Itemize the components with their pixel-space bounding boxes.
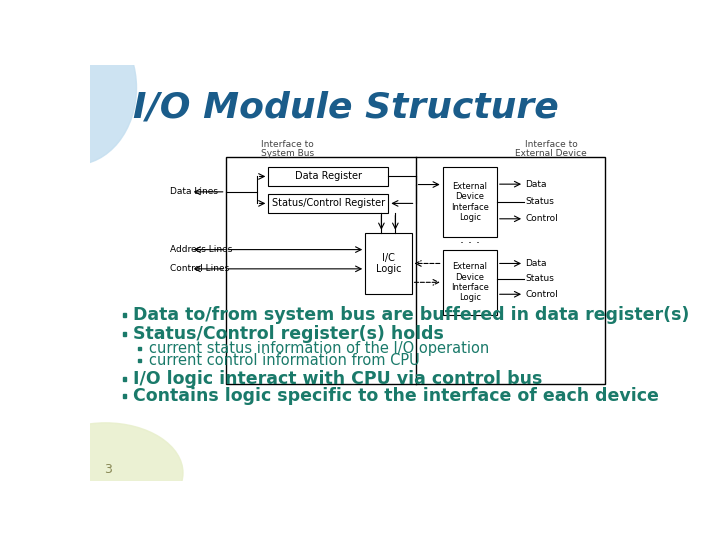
Ellipse shape [12, 11, 137, 165]
Text: Status: Status [526, 274, 554, 284]
Text: Data Register: Data Register [294, 172, 362, 181]
Ellipse shape [28, 423, 183, 523]
Text: I/O Module Structure: I/O Module Structure [132, 90, 559, 124]
Text: Data Lines: Data Lines [170, 187, 218, 197]
Text: Interface to: Interface to [261, 140, 314, 149]
Bar [443, 167, 497, 237]
Bar [269, 194, 388, 213]
Bar [443, 249, 497, 315]
Bar [122, 313, 127, 317]
Text: Status/Control register(s) holds: Status/Control register(s) holds [133, 325, 444, 343]
Text: External Device: External Device [516, 148, 587, 158]
Text: I/O logic interact with CPU via control bus: I/O logic interact with CPU via control … [133, 370, 543, 388]
Text: · · ·: · · · [460, 237, 480, 249]
Text: External
Device
Interface
Logic: External Device Interface Logic [451, 182, 489, 222]
Text: Data to/from system bus are buffered in data register(s): Data to/from system bus are buffered in … [133, 306, 690, 324]
Bar [138, 347, 141, 350]
Bar [122, 333, 127, 336]
Text: External
Device
Interface
Logic: External Device Interface Logic [451, 262, 489, 302]
Bar [122, 394, 127, 398]
Text: Interface to: Interface to [525, 140, 577, 149]
Text: System Bus: System Bus [261, 148, 314, 158]
Text: Control: Control [526, 290, 558, 299]
Text: Status: Status [526, 197, 554, 206]
Text: Status/Control Register: Status/Control Register [271, 198, 385, 208]
Text: 3: 3 [104, 463, 112, 476]
Text: Contains logic specific to the interface of each device: Contains logic specific to the interface… [133, 387, 660, 405]
Text: I/C
Logic: I/C Logic [376, 253, 401, 274]
Bar [225, 157, 606, 384]
Text: Data: Data [526, 180, 547, 188]
Bar [138, 359, 141, 362]
Text: Control Lines: Control Lines [170, 265, 229, 273]
Bar [365, 233, 412, 294]
Bar [269, 167, 388, 186]
Bar [122, 377, 127, 381]
Text: Control: Control [526, 214, 558, 224]
Text: Data: Data [526, 259, 547, 268]
Text: current control information from CPU: current control information from CPU [149, 353, 420, 368]
Text: Address Lines: Address Lines [170, 245, 232, 254]
Text: current status information of the I/O operation: current status information of the I/O op… [149, 341, 489, 356]
